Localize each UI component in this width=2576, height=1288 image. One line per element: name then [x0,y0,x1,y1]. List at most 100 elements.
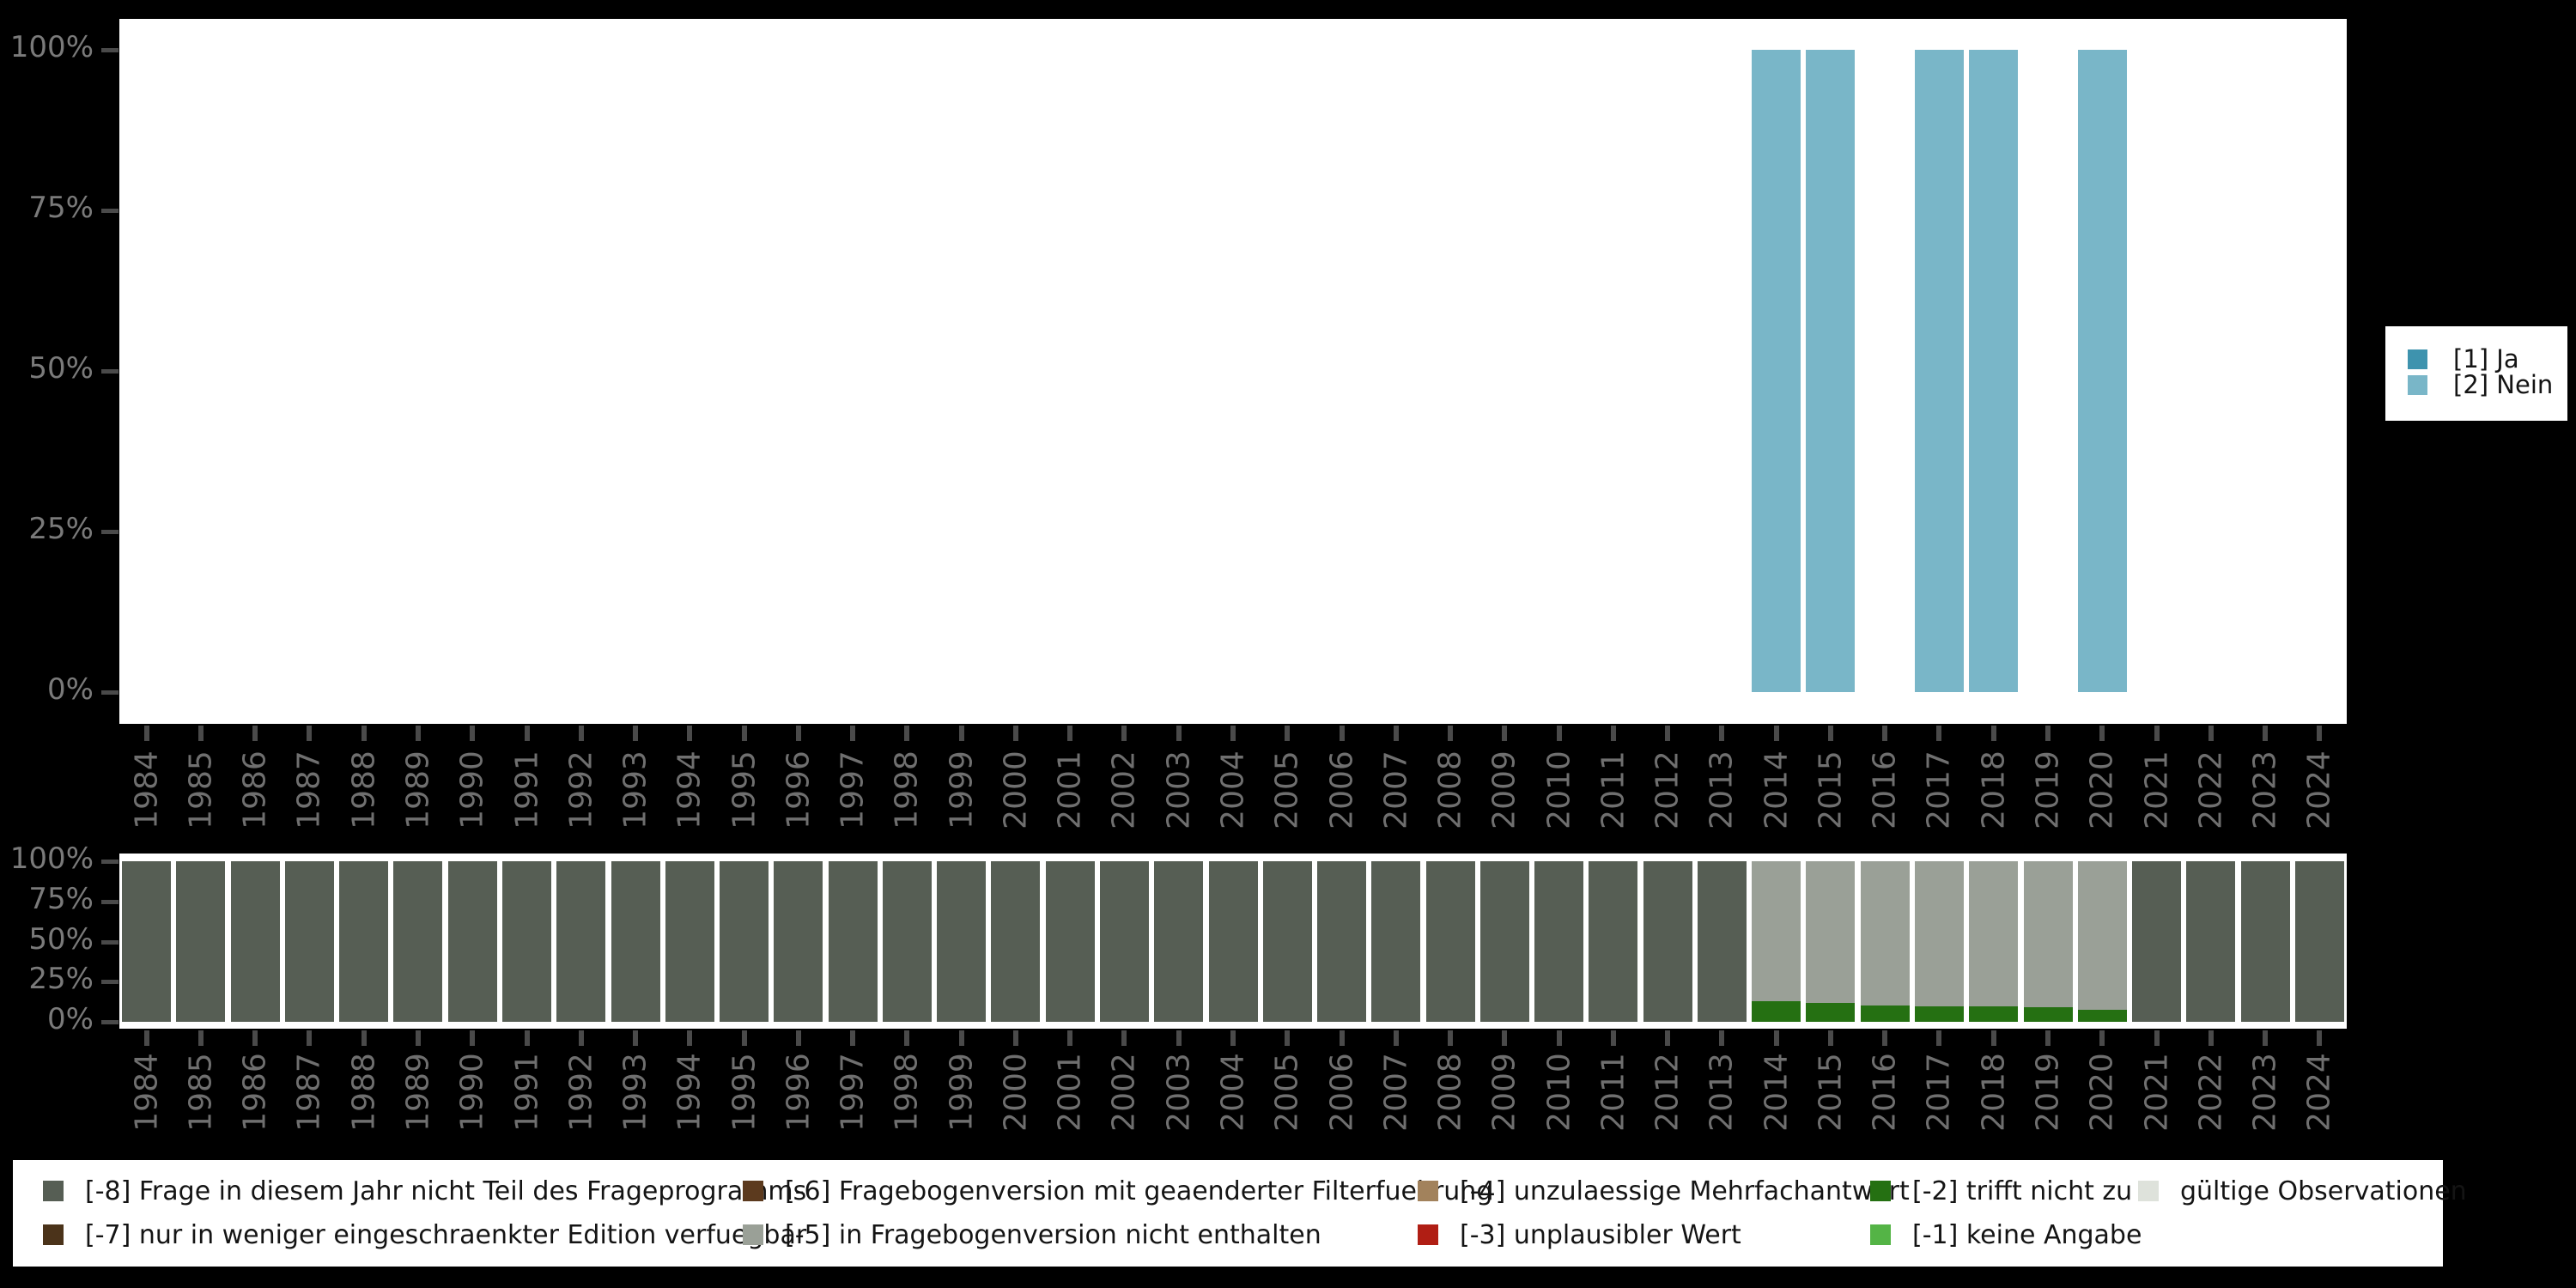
x-tick-label: 1988 [346,750,382,829]
x-tick [1176,1030,1182,1046]
x-tick [1067,1030,1073,1046]
legend-item: [-7] nur in weniger eingeschraenkter Edi… [43,1216,806,1254]
y-tick [101,690,118,695]
legend-item: [1] Ja [2408,344,2567,374]
x-tick [1936,1030,1942,1046]
x-tick [361,1030,367,1046]
bar-segment [2186,861,2236,1022]
bar-segment [176,861,226,1022]
x-tick [2208,1030,2214,1046]
x-tick-label: 2001 [1052,750,1088,829]
x-tick-label: 1994 [671,750,708,829]
x-tick [1990,1030,1996,1046]
y-tick-label: 0% [47,672,94,707]
x-tick [2045,726,2051,741]
bar-segment [1371,861,1421,1022]
x-tick-label: 2019 [2030,750,2066,829]
x-tick [2154,726,2160,741]
bar-segment [1914,861,1964,1007]
x-tick-label: 1987 [291,1053,327,1132]
x-tick [958,1030,964,1046]
bar-segment [1425,861,1475,1022]
x-tick-label: 2008 [1432,1053,1468,1132]
legend-item: [2] Nein [2408,370,2567,399]
x-tick [1012,726,1018,741]
bar-segment [1208,861,1258,1022]
x-tick-label: 2010 [1541,750,1577,829]
x-tick [795,726,801,741]
bar-segment [1534,861,1584,1022]
bar-segment [2023,1007,2073,1022]
legend-item-label: [-5] in Fragebogenversion nicht enthalte… [785,1219,1321,1250]
y-tick-label: 75% [28,881,94,916]
legend-swatch [1418,1181,1438,1201]
x-tick [687,726,693,741]
x-tick [2317,726,2323,741]
x-tick [687,1030,693,1046]
bar-segment [2132,861,2182,1022]
x-tick-label: 2021 [2139,750,2175,829]
x-tick [850,1030,856,1046]
y-tick [101,899,118,904]
bar-segment [1860,1005,1910,1022]
x-tick [307,1030,313,1046]
x-tick-label: 1997 [835,1053,871,1132]
bar-segment [1860,861,1910,1006]
x-tick-label: 2012 [1649,750,1686,829]
x-tick [1556,1030,1562,1046]
x-tick-label: 1985 [183,750,219,829]
y-tick [101,860,118,864]
x-tick [1827,1030,1833,1046]
x-tick [741,1030,747,1046]
y-tick-label: 50% [28,351,94,386]
legend-item: [-5] in Fragebogenversion nicht enthalte… [743,1216,1321,1254]
x-tick [1285,1030,1291,1046]
x-tick-label: 2001 [1052,1053,1088,1132]
x-tick [143,726,149,741]
x-tick-label: 2019 [2030,1053,2066,1132]
x-tick-label: 2015 [1813,1053,1849,1132]
bar-segment [556,861,606,1022]
y-tick [101,209,118,213]
x-tick-label: 1999 [944,750,980,829]
bar-segment [502,861,551,1022]
x-tick-label: 1998 [889,750,925,829]
x-tick [1773,726,1779,741]
x-tick [1882,726,1888,741]
x-tick-label: 2014 [1759,1053,1795,1132]
x-tick-label: 2012 [1649,1053,1686,1132]
legend-item-label: [-1] keine Angabe [1912,1219,2142,1250]
x-tick-label: 1985 [183,1053,219,1132]
x-tick-label: 1997 [835,750,871,829]
legend-item: [-8] Frage in diesem Jahr nicht Teil des… [43,1172,806,1210]
x-tick [2317,1030,2323,1046]
x-tick [197,1030,204,1046]
x-tick-label: 2017 [1921,1053,1957,1132]
x-tick [1448,726,1454,741]
x-tick [633,726,639,741]
bar-segment [1752,861,1801,1001]
x-tick [1665,726,1671,741]
x-tick [1665,1030,1671,1046]
x-tick-label: 2018 [1976,1053,2012,1132]
x-tick-label: 1990 [454,750,490,829]
bar-segment [447,861,497,1022]
x-tick-label: 1992 [563,750,599,829]
x-tick-label: 1989 [400,1053,436,1132]
x-tick [1339,726,1345,741]
x-tick [1121,1030,1127,1046]
x-tick [1502,1030,1508,1046]
bar-segment [882,861,932,1022]
bar-segment [2077,861,2127,1010]
x-tick-label: 1988 [346,1053,382,1132]
legend-item-label: gültige Observationen [2180,1176,2467,1206]
x-tick [1012,1030,1018,1046]
x-tick [1339,1030,1345,1046]
x-tick [1719,726,1725,741]
x-tick-label: 1991 [509,1053,544,1132]
y-tick-label: 75% [28,191,94,225]
x-tick-label: 2008 [1432,750,1468,829]
bar-segment [1099,861,1149,1022]
x-tick [2263,726,2269,741]
x-tick-label: 1986 [237,1053,273,1132]
